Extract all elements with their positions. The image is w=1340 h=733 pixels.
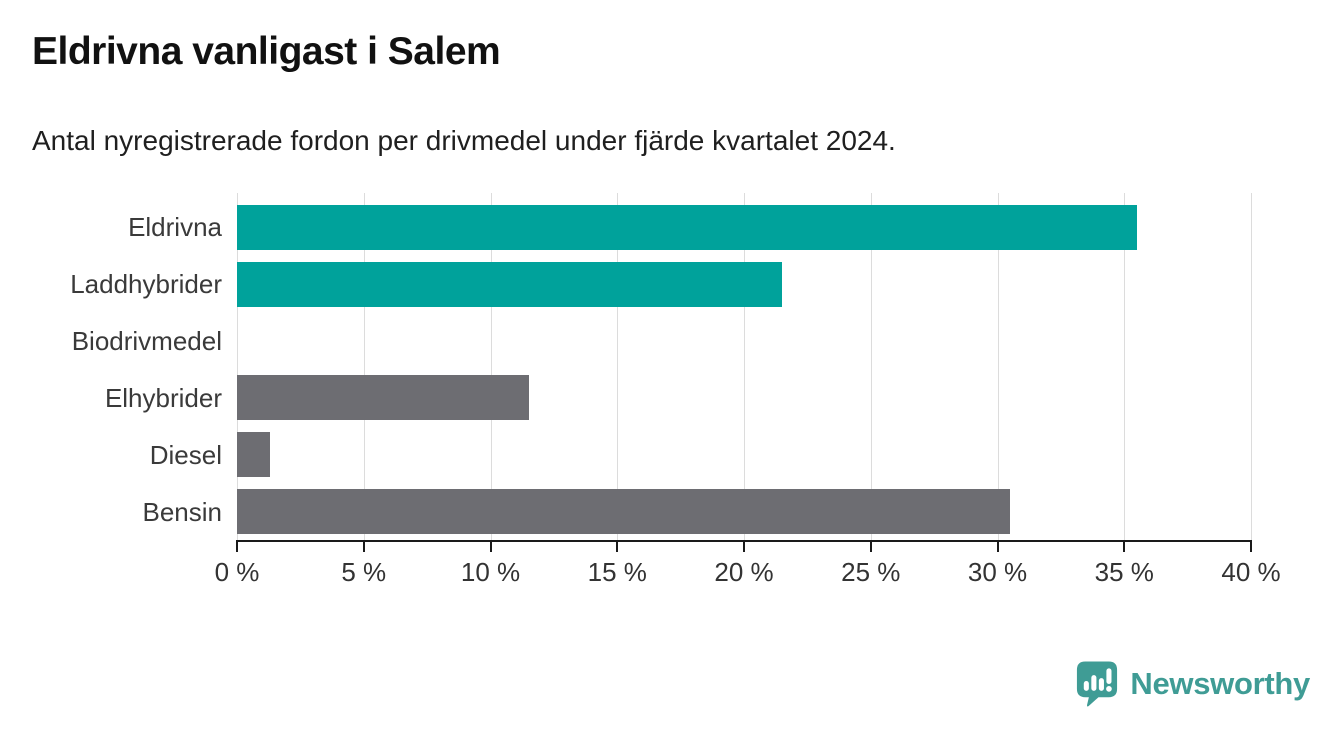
axis-tick [1123,540,1126,552]
axis-tick [489,540,492,552]
gridline [997,193,999,540]
newsworthy-wordmark: Newsworthy [1130,665,1310,701]
plot-area: Eldrivna Laddhybrider Biodrivmedel Elhybrid… [70,193,1252,540]
axis-tick-label: 25 % [841,557,901,587]
axis-tick-label: 5 % [341,557,387,587]
axis-tick-label: 10 % [460,557,521,587]
axis-tick-label: 0 % [214,557,260,587]
gridline [237,193,238,540]
axis-tick [869,540,872,552]
chart-title: Eldrivna vanligast i Salem [32,30,501,73]
bar-diesel [237,432,270,478]
axis-tick-label: 40 % [1221,557,1281,587]
gridline [617,193,619,540]
category-label: Eldrivna [128,212,222,243]
axis-tick [236,540,238,552]
axis-tick [743,540,745,552]
bar-row: Elhybrider [105,369,1251,426]
axis-tick-label: 20 % [714,557,774,587]
bar-bensin [237,489,1011,535]
category-label: Elhybrider [104,382,222,413]
axis-tick [362,540,365,552]
bar-rows: Eldrivna Laddhybrider Biodrivmedel Elhybrid… [70,199,1251,540]
bar-row: Bensin [143,483,1251,540]
gridline [744,193,745,540]
bar-row: Diesel [150,426,1251,483]
axis-tick-label: 35 % [1094,557,1154,587]
newsworthy-icon [1077,661,1118,707]
gridline [363,193,365,540]
bar-laddhybrider [237,261,783,307]
axis-tick-label: 30 % [967,557,1028,587]
category-label: Biodrivmedel [71,326,222,357]
bar-row: Biodrivmedel [72,313,1251,370]
axis-tick [616,540,619,552]
gridline [1251,193,1252,540]
axis-tick [996,540,999,552]
newsworthy-logo: Newsworthy [1075,660,1310,707]
axis-tick [1250,540,1252,552]
x-axis: 0 % 5 % 10 % 15 % 20 % 25 % 30 % 35 % 40 % [215,540,1281,590]
chart-subtitle: Antal nyregistrerade fordon per drivmede… [32,125,896,156]
bar-row: Eldrivna [128,199,1251,256]
axis-tick-label: 15 % [587,557,647,587]
bar-eldrivna [237,204,1137,250]
category-label: Bensin [142,496,223,527]
gridline [1124,193,1126,540]
gridline [490,193,492,540]
bar-row: Laddhybrider [70,256,1251,313]
category-label: Laddhybrider [70,269,222,300]
bar-elhybrider [237,375,529,421]
category-label: Diesel [149,439,222,470]
gridline [870,193,872,540]
